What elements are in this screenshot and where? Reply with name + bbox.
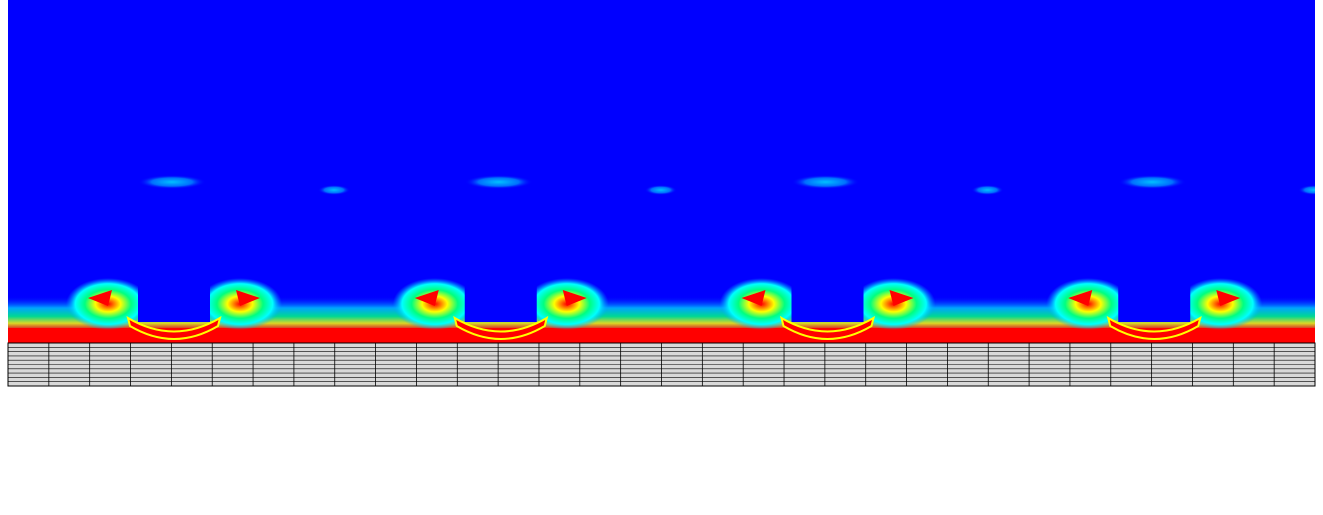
upper-eddy-small bbox=[644, 185, 677, 195]
cavity-core bbox=[138, 270, 210, 322]
wedge-right bbox=[236, 290, 260, 306]
upper-eddy-small bbox=[1298, 185, 1315, 195]
wedge-right bbox=[1216, 290, 1241, 306]
wedge-right bbox=[889, 290, 914, 306]
red-crescent bbox=[453, 315, 549, 340]
upper-eddy-small bbox=[318, 185, 350, 195]
red-crescent bbox=[779, 315, 876, 340]
wedge-left bbox=[88, 290, 112, 306]
upper-eddy bbox=[1118, 175, 1187, 189]
upper-eddy bbox=[791, 175, 860, 189]
upper-eddy bbox=[138, 175, 206, 189]
contour-features bbox=[8, 175, 1315, 343]
cavity-core bbox=[464, 270, 537, 322]
upper-eddy bbox=[464, 175, 533, 189]
cavity-core bbox=[791, 270, 864, 322]
cavity-core bbox=[1118, 270, 1191, 322]
upper-eddy-small bbox=[971, 185, 1004, 195]
red-crescent bbox=[126, 315, 222, 340]
red-crescent bbox=[1106, 315, 1202, 340]
wedge-right bbox=[562, 290, 587, 306]
wedge-left bbox=[414, 290, 439, 306]
near-wall-red-layer bbox=[8, 328, 1315, 343]
wedge-left bbox=[1068, 290, 1093, 306]
wedge-left bbox=[741, 290, 766, 306]
solid-mesh-grid bbox=[7, 342, 1316, 387]
